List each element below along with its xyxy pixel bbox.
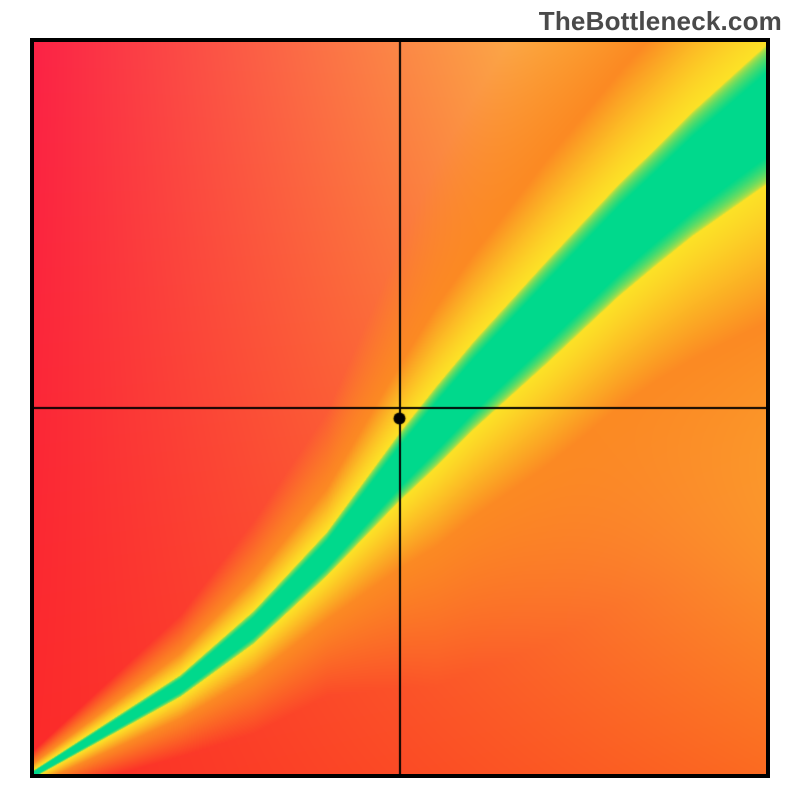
- chart-frame: TheBottleneck.com: [0, 0, 800, 800]
- plot-area: [34, 42, 766, 774]
- heatmap-canvas: [34, 42, 766, 774]
- watermark-text: TheBottleneck.com: [539, 6, 782, 37]
